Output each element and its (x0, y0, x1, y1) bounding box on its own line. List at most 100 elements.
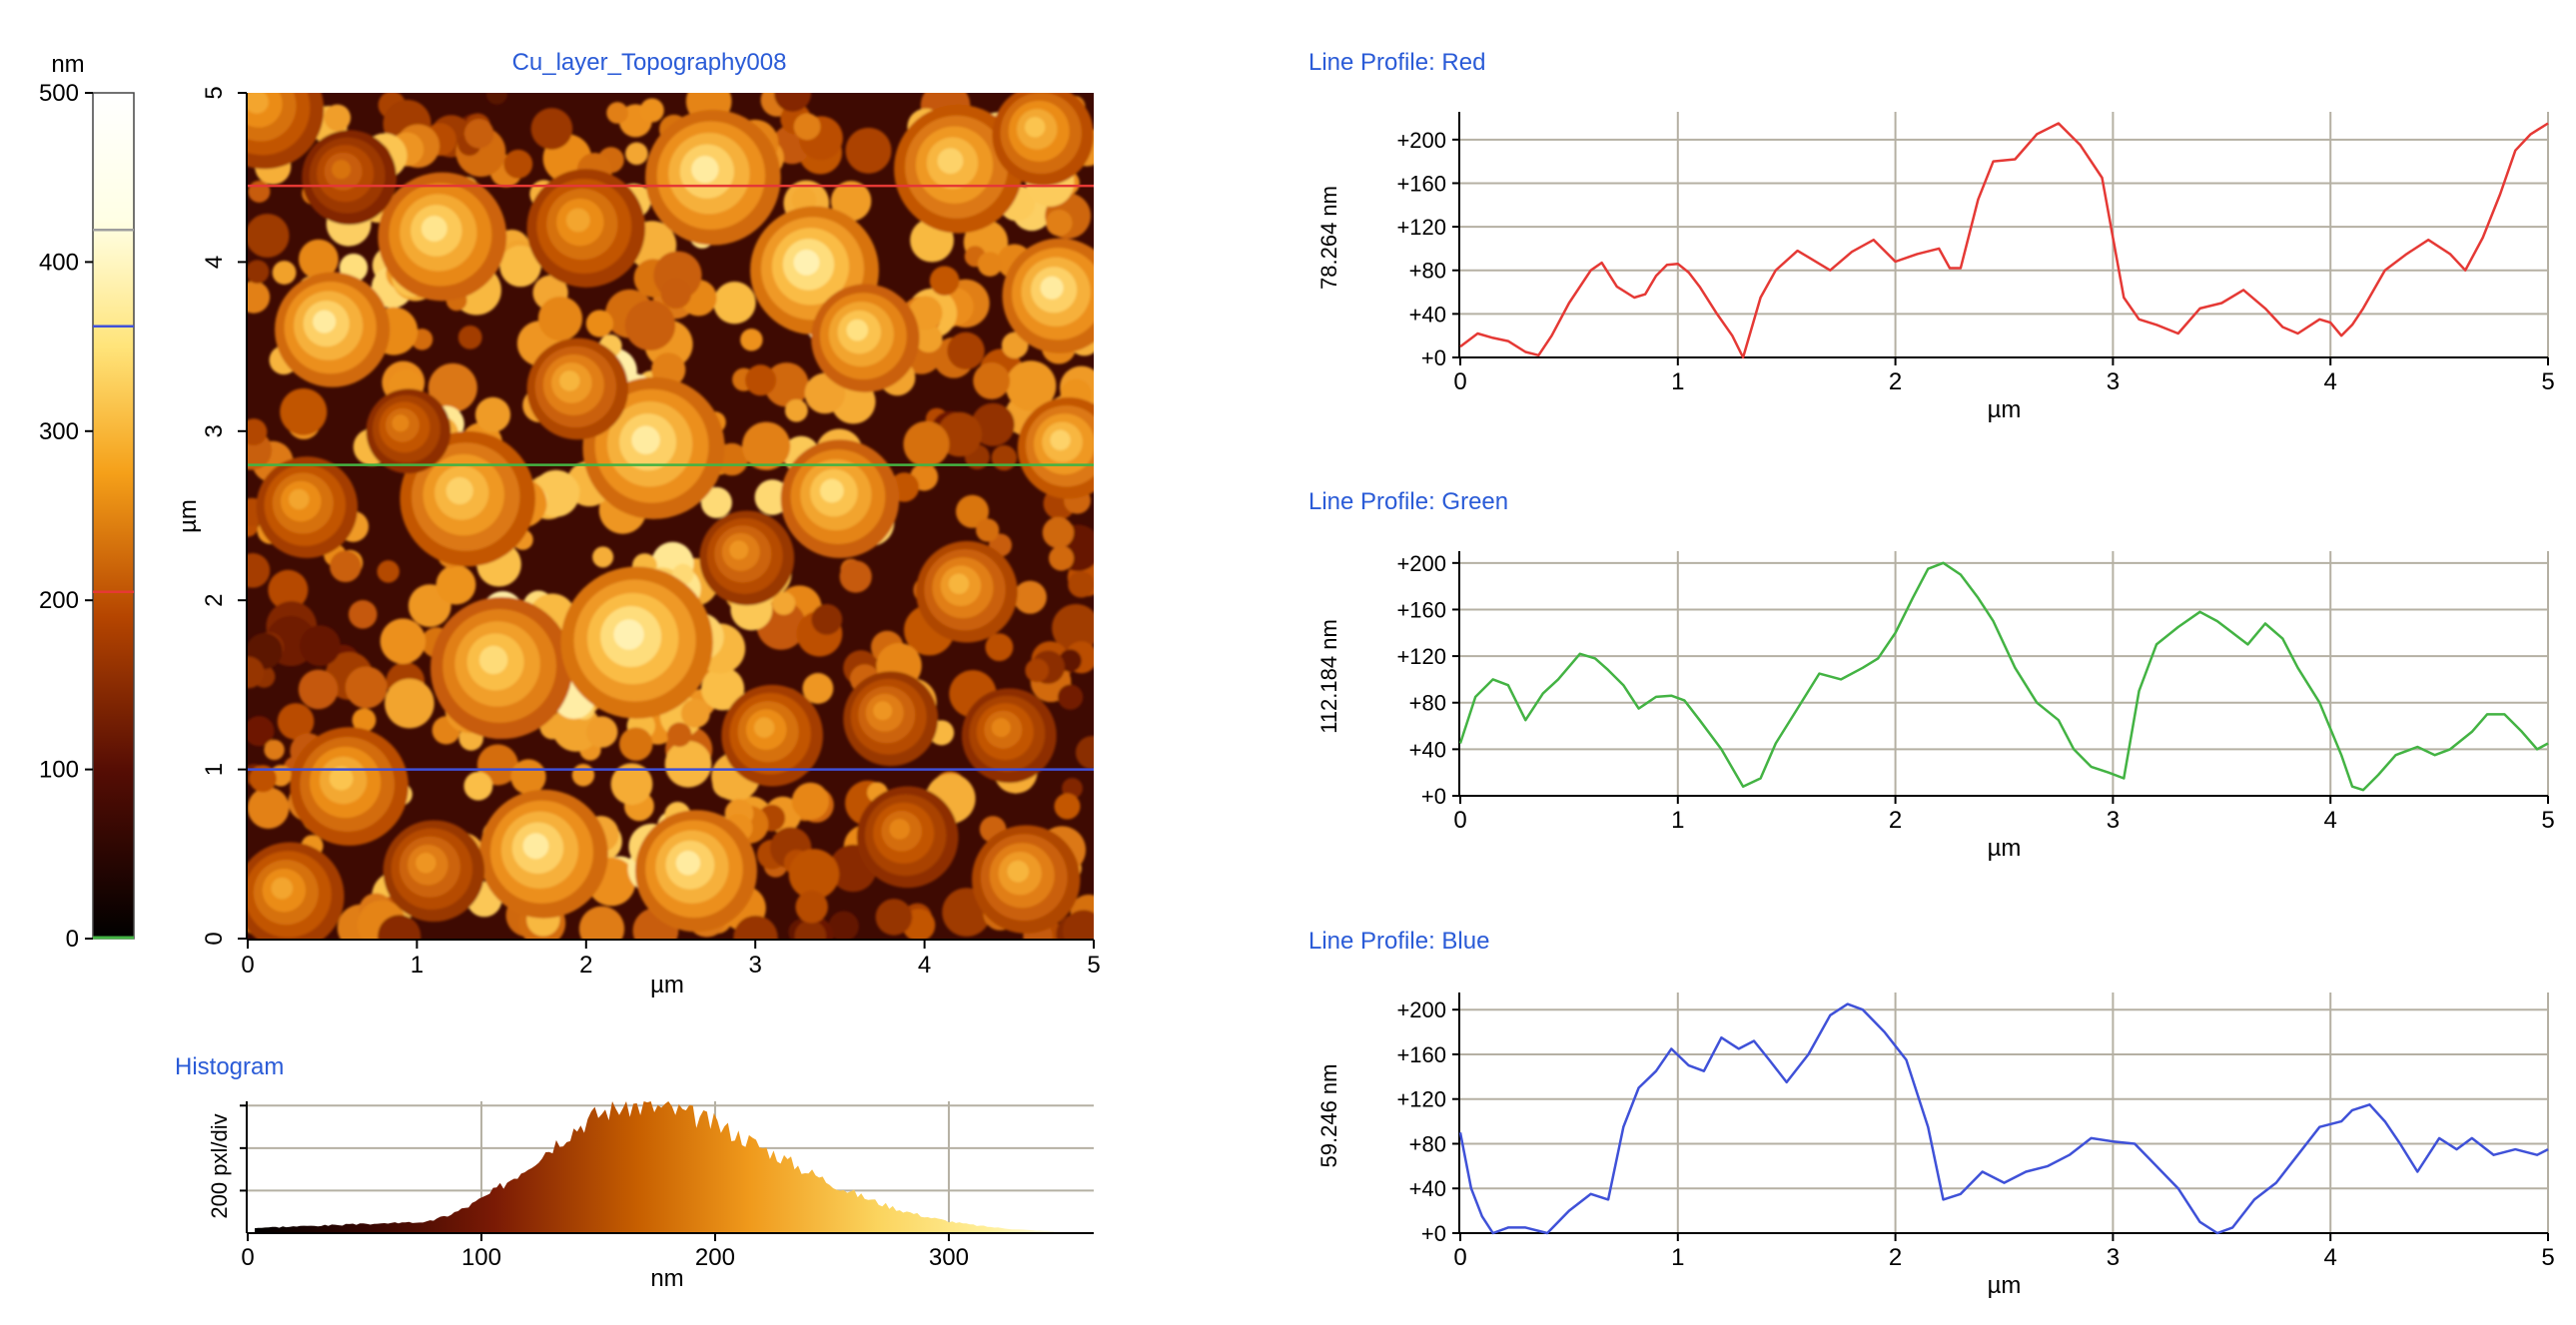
topography-grain (457, 325, 482, 349)
topography-grain (248, 281, 271, 314)
line-profile-y-tick-label: +160 (1396, 1042, 1446, 1067)
line-profile-x-tick-label: 3 (2107, 368, 2120, 395)
topography-grain (610, 763, 653, 806)
topography-grain (299, 239, 339, 280)
topography-title: Cu_layer_Topography008 (512, 49, 787, 76)
topography-x-tick-label: 3 (749, 952, 762, 979)
line-profile-x-tick-label: 0 (1453, 368, 1466, 395)
line-profile-y-tick-label: +200 (1396, 997, 1446, 1022)
topography-grain (1068, 571, 1094, 598)
topography-grain (1024, 117, 1046, 138)
line-profile-series (1458, 1002, 2549, 1235)
line-profile-y-tick-label: +200 (1396, 551, 1446, 576)
topography-grain (435, 564, 476, 605)
line-profile-x-tick-label: 4 (2324, 1244, 2337, 1271)
line-profile-x-tick-label: 0 (1453, 807, 1466, 834)
line-profile-x-label: µm (1988, 1272, 2022, 1299)
topography-grain (1075, 735, 1094, 770)
topography-grain (428, 362, 477, 412)
topography-grain (329, 766, 354, 791)
topography-grain (474, 396, 511, 432)
topography-x-tick-label: 2 (579, 952, 592, 979)
line-profile-blue: Line Profile: Blue +0 +40 +80 +120 +160 +200 0 1… (1308, 928, 2555, 1299)
colorbar-tick-label: 0 (66, 926, 79, 953)
topography-grain (578, 906, 625, 939)
topography-grain (811, 603, 843, 635)
topography-grain (764, 362, 809, 407)
topography-grain (248, 553, 271, 588)
topography-grain (991, 444, 1018, 471)
topography-grain (421, 216, 447, 242)
topography-grain (586, 716, 618, 748)
topography-grain (324, 104, 352, 132)
topography-grain (830, 181, 872, 222)
histogram-x-tick-label: 300 (929, 1244, 969, 1271)
topography-grain (522, 833, 549, 860)
line-profile-y-tick-label: +0 (1421, 784, 1446, 809)
topography-grain (606, 102, 628, 124)
topography-y-tick-label: 1 (201, 763, 228, 776)
topography-grain (248, 656, 265, 689)
line-profile-series (1459, 122, 2549, 359)
topography-grain (463, 771, 493, 801)
topography-grain (991, 718, 1011, 738)
topography-grain (300, 625, 341, 667)
topography-grain (559, 370, 580, 391)
topography-grain (530, 108, 573, 150)
topography-grain (352, 708, 377, 733)
topography-grain (631, 425, 660, 454)
topography-grain (985, 633, 1014, 662)
topography-grain (248, 260, 270, 284)
line-profile-x-tick-label: 2 (1889, 1244, 1902, 1271)
line-profile-x-tick-label: 5 (2541, 807, 2554, 834)
topography-grain (248, 418, 268, 446)
topography-grain (742, 421, 791, 470)
histogram-x-tick-label: 200 (695, 1244, 735, 1271)
topography-grain (820, 478, 844, 503)
histogram-plot: Histogram 0 100 200 300 nm 200 pxl/div (175, 1053, 1094, 1292)
topography-x-label: µm (650, 972, 684, 998)
line-profile-y-label: 78.264 nm (1316, 186, 1341, 290)
topography-grain (675, 851, 701, 876)
topography-grain (976, 518, 1000, 542)
topography-y-tick-label: 3 (201, 424, 228, 437)
line-profile-x-label: µm (1988, 396, 2022, 423)
topography-grain (908, 296, 943, 331)
topography-grain (740, 329, 763, 351)
line-profile-red: Line Profile: Red +0 +40 +80 +120 +160 +200 0 1 2… (1308, 49, 2555, 423)
colorbar-tick-label: 500 (39, 80, 79, 107)
line-profile-x-tick-label: 5 (2541, 368, 2554, 395)
topography-grain (955, 494, 989, 528)
histogram-x-tick-label: 100 (461, 1244, 501, 1271)
line-profile-x-label: µm (1988, 835, 2022, 862)
histogram-x-tick-label: 0 (241, 1244, 254, 1271)
topography-grain (794, 920, 827, 939)
topography-grain (585, 310, 613, 337)
topography-grain (592, 546, 614, 568)
topography-grain (1063, 910, 1094, 939)
topography-grain (873, 701, 893, 721)
topography-grain (937, 148, 964, 175)
topography-grain (463, 119, 494, 149)
topography-grain (277, 703, 315, 740)
topography-grain (271, 877, 294, 900)
histogram-x-label: nm (650, 1265, 683, 1292)
topography-grain (977, 252, 1003, 277)
topography-grain (298, 669, 339, 710)
topography-grain (745, 364, 777, 396)
line-profile-y-tick-label: +120 (1396, 644, 1446, 669)
topography-grain (903, 420, 950, 467)
topography-grain (499, 245, 541, 288)
colorbar-tick-label: 200 (39, 587, 79, 614)
topography-grain (784, 398, 808, 422)
topography-x-tick-label: 0 (241, 952, 254, 979)
topography-grain (392, 414, 410, 432)
topography-grain (1058, 684, 1084, 710)
topography-grain (1052, 603, 1094, 652)
topography-grain (248, 93, 269, 114)
topography-grain (378, 915, 422, 939)
topography-grain (795, 891, 828, 924)
line-profile-y-tick-label: +80 (1409, 691, 1446, 716)
topography-grain (330, 550, 362, 583)
topography-grain (947, 331, 985, 370)
